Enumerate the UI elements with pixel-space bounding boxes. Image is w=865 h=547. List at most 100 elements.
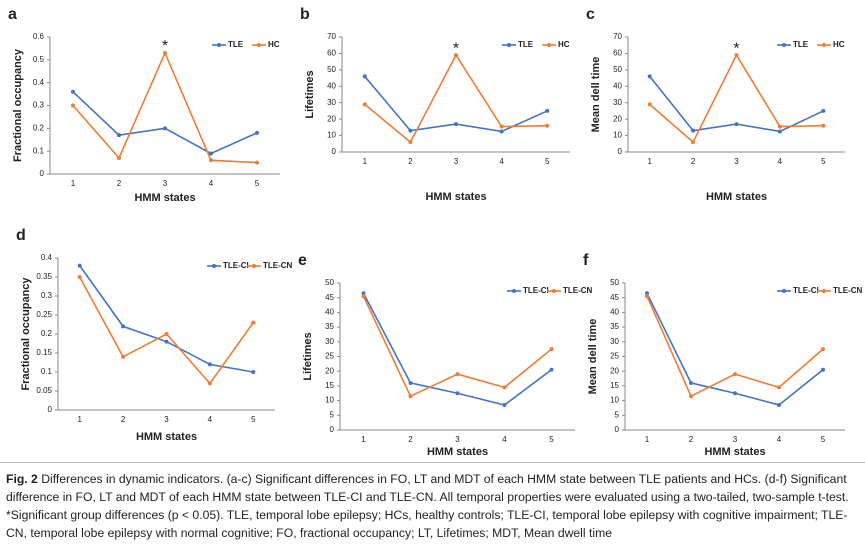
point <box>733 372 737 377</box>
point <box>777 403 781 408</box>
y-tick-label: 50 <box>610 278 619 287</box>
y-tick-label: 0.2 <box>33 123 45 132</box>
x-tick-label: 5 <box>549 435 554 444</box>
y-tick-label: 0 <box>332 147 337 156</box>
y-tick-label: 60 <box>613 49 622 58</box>
y-tick-label: 20 <box>327 114 336 123</box>
panel-label: c <box>586 6 595 23</box>
x-tick-label: 3 <box>455 435 460 444</box>
panel-label: a <box>8 6 17 23</box>
y-tick-label: 30 <box>327 98 336 107</box>
x-tick-label: 1 <box>77 415 82 424</box>
point <box>362 74 367 79</box>
point <box>455 372 460 377</box>
annotation: * <box>162 38 168 55</box>
point <box>77 263 82 268</box>
y-tick-label: 0.15 <box>36 348 52 357</box>
legend-marker <box>552 289 556 293</box>
y-tick-label: 10 <box>610 396 619 405</box>
point <box>545 108 550 113</box>
point <box>121 324 126 329</box>
annotation: * <box>733 40 739 57</box>
legend-label: TLE-CI <box>793 286 819 295</box>
point <box>455 391 460 396</box>
point <box>255 130 259 135</box>
x-tick-label: 2 <box>689 435 694 444</box>
y-axis-label: Lifetimes <box>302 332 314 380</box>
x-axis-label: HMM states <box>134 192 195 204</box>
legend-label: HC <box>833 40 845 49</box>
y-tick-label: 0.35 <box>36 272 52 281</box>
point <box>777 129 782 134</box>
x-tick-label: 5 <box>545 157 550 166</box>
point <box>821 347 825 352</box>
y-tick-label: 50 <box>327 65 336 74</box>
x-tick-label: 4 <box>502 435 507 444</box>
point <box>362 102 367 107</box>
y-tick-label: 70 <box>327 32 336 41</box>
y-tick-label: 50 <box>325 278 334 287</box>
y-tick-label: 0.25 <box>36 310 52 319</box>
point <box>408 128 413 133</box>
y-tick-label: 0.3 <box>41 291 53 300</box>
legend-label: TLE <box>518 40 534 49</box>
y-tick-label: 40 <box>325 308 334 317</box>
series-line <box>649 53 824 144</box>
x-tick-label: 3 <box>163 179 168 188</box>
point <box>164 332 169 336</box>
legend-label: TLE-CI <box>523 286 549 295</box>
point <box>502 403 507 408</box>
x-tick-label: 3 <box>733 435 738 444</box>
point <box>251 320 256 325</box>
x-tick-label: 5 <box>251 415 256 424</box>
legend-marker <box>212 264 216 268</box>
separator <box>0 462 865 463</box>
point <box>71 89 75 94</box>
y-axis-label: Mean dell time <box>590 57 602 133</box>
y-tick-label: 20 <box>610 366 619 375</box>
y-tick-label: 60 <box>327 49 336 58</box>
point <box>777 124 782 129</box>
y-tick-label: 25 <box>325 352 334 361</box>
point <box>207 381 212 386</box>
y-tick-label: 15 <box>610 381 619 390</box>
point <box>689 380 693 385</box>
y-tick-label: 0.6 <box>33 32 45 41</box>
legend-marker <box>782 289 786 293</box>
series-line <box>364 53 548 144</box>
x-tick-label: 3 <box>164 415 169 424</box>
y-tick-label: 0 <box>40 169 45 178</box>
y-tick-label: 0 <box>330 425 335 434</box>
point <box>71 103 75 108</box>
legend-marker <box>782 43 786 47</box>
x-tick-label: 4 <box>209 179 214 188</box>
legend-label: HC <box>268 40 280 49</box>
y-tick-label: 40 <box>327 81 336 90</box>
x-axis-label: HMM states <box>706 191 767 203</box>
point <box>77 275 82 279</box>
y-tick-label: 0.05 <box>36 386 52 395</box>
legend-label: TLE-CN <box>563 286 593 295</box>
point <box>454 122 458 127</box>
x-axis-label: HMM states <box>427 446 488 458</box>
point <box>499 129 504 134</box>
y-tick-label: 0.4 <box>33 78 45 87</box>
y-tick-label: 0.1 <box>41 367 53 376</box>
y-tick-label: 25 <box>610 352 619 361</box>
series-line <box>362 292 552 406</box>
y-axis-label: Mean dell time <box>587 319 599 395</box>
y-tick-label: 0 <box>618 147 623 156</box>
series-line <box>72 50 258 164</box>
point <box>733 391 737 396</box>
x-tick-label: 2 <box>408 435 413 444</box>
x-tick-label: 4 <box>208 415 213 424</box>
point <box>549 347 554 352</box>
y-tick-label: 10 <box>613 131 622 140</box>
point <box>647 102 652 107</box>
point <box>408 380 413 385</box>
caption-label: Fig. 2 <box>6 472 38 486</box>
point <box>645 294 649 299</box>
point <box>499 124 504 129</box>
point <box>207 362 212 367</box>
